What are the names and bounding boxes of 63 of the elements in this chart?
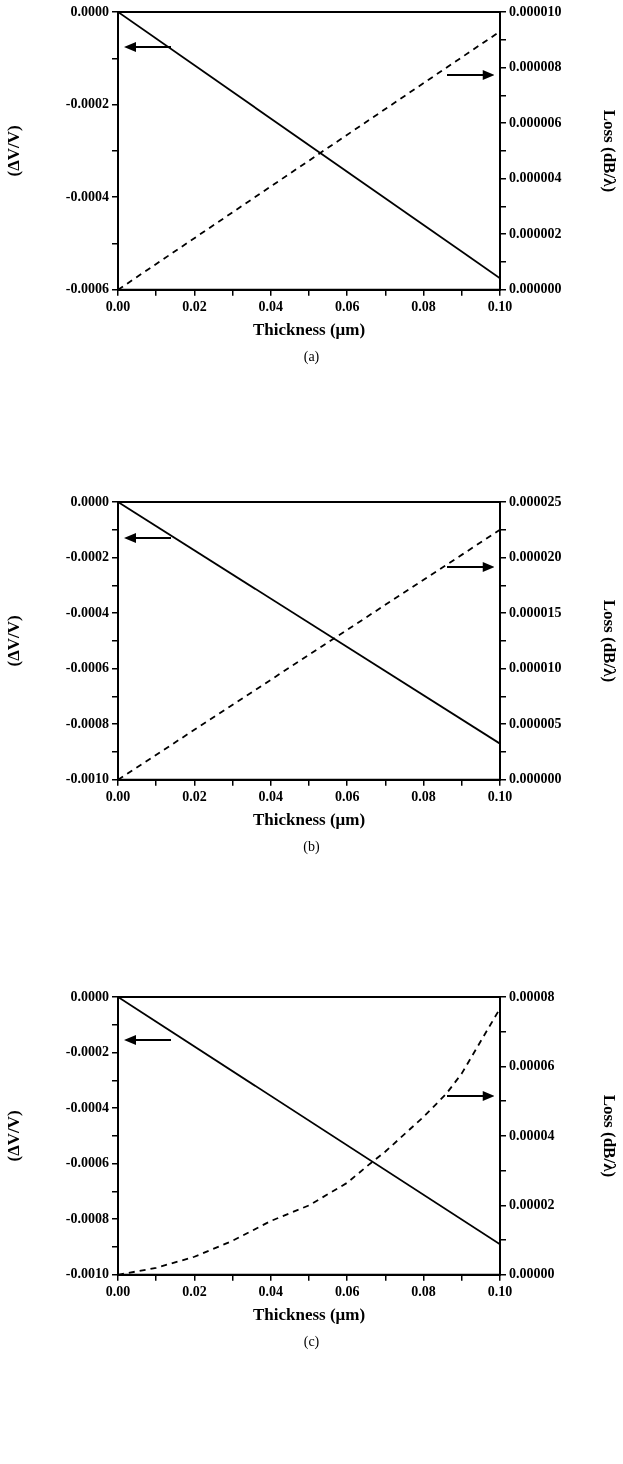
y2-tick-label: 0.000015 [509,604,562,620]
y-tick-label: -0.0004 [65,604,109,620]
x-axis-title: Thickness (μm) [252,810,366,830]
y-tick-label: 0.0000 [70,493,109,509]
x-tick-label: 0.04 [258,1283,284,1299]
x-tick-label: 0.06 [334,1283,360,1299]
x-tick-label: 0.02 [182,1283,207,1299]
text: (c) [302,1334,321,1350]
x-tick-label: 0.10 [487,788,513,804]
x-tick-label: 0.06 [334,788,360,804]
x-tick-label: 0.10 [487,298,513,314]
y-axis-title: (ΔV/V) [3,125,23,177]
y2-axis-title: Loss (dB/λ) [600,599,620,683]
y-tick-label: -0.0008 [65,1210,109,1226]
y-tick-label: -0.0002 [65,549,109,565]
y-tick-label: -0.0004 [65,1099,109,1115]
y-tick-label: -0.0006 [65,281,109,297]
x-axis-title: Thickness (μm) [252,320,366,340]
y-axis-title: (ΔV/V) [3,615,23,667]
x-tick-label: 0.04 [258,298,284,314]
y2-tick-label: 0.00008 [509,988,555,1004]
x-tick-label: 0.00 [105,1283,131,1299]
y2-tick-label: 0.000000 [509,771,562,787]
y2-axis-title: Loss (dB/λ) [600,1094,620,1178]
y2-tick-label: 0.000000 [509,281,562,297]
x-tick-label: 0.10 [487,1283,513,1299]
y-tick-label: -0.0004 [65,188,109,204]
y2-tick-label: 0.00000 [509,1266,555,1282]
y-tick-label: 0.0000 [70,988,109,1004]
y2-tick-label: 0.000004 [509,170,562,186]
y-tick-label: -0.0010 [65,1266,109,1282]
y-tick-label: -0.0008 [65,715,109,731]
y-tick-label: -0.0010 [65,771,109,787]
y2-tick-label: 0.000005 [509,715,562,731]
y2-tick-label: 0.000010 [509,3,562,19]
y-tick-label: -0.0006 [65,1155,109,1171]
y-tick-label: 0.0000 [70,3,109,19]
x-tick-label: 0.00 [105,298,131,314]
y2-tick-label: 0.00002 [509,1196,555,1212]
x-tick-label: 0.08 [411,788,436,804]
y-tick-label: -0.0002 [65,1044,109,1060]
y2-tick-label: 0.00004 [509,1127,555,1143]
y2-tick-label: 0.000008 [509,59,562,75]
x-tick-label: 0.06 [334,298,360,314]
y-tick-label: -0.0002 [65,96,109,112]
text: (a) [302,349,321,365]
x-tick-label: 0.02 [182,788,207,804]
y2-axis-title: Loss (dB/λ) [600,109,620,193]
y2-tick-label: 0.000002 [509,225,562,241]
y2-tick-label: 0.000025 [509,493,562,509]
y-tick-label: -0.0006 [65,660,109,676]
x-tick-label: 0.00 [105,788,131,804]
y2-tick-label: 0.000006 [509,114,562,130]
y2-tick-label: 0.000020 [509,549,562,565]
x-tick-label: 0.02 [182,298,207,314]
x-tick-label: 0.08 [411,298,436,314]
x-tick-label: 0.04 [258,788,284,804]
x-tick-label: 0.08 [411,1283,436,1299]
x-axis-title: Thickness (μm) [252,1305,366,1325]
y2-tick-label: 0.00006 [509,1058,555,1074]
y2-tick-label: 0.000010 [509,660,562,676]
y-axis-title: (ΔV/V) [3,1110,23,1162]
text: (b) [302,839,321,855]
